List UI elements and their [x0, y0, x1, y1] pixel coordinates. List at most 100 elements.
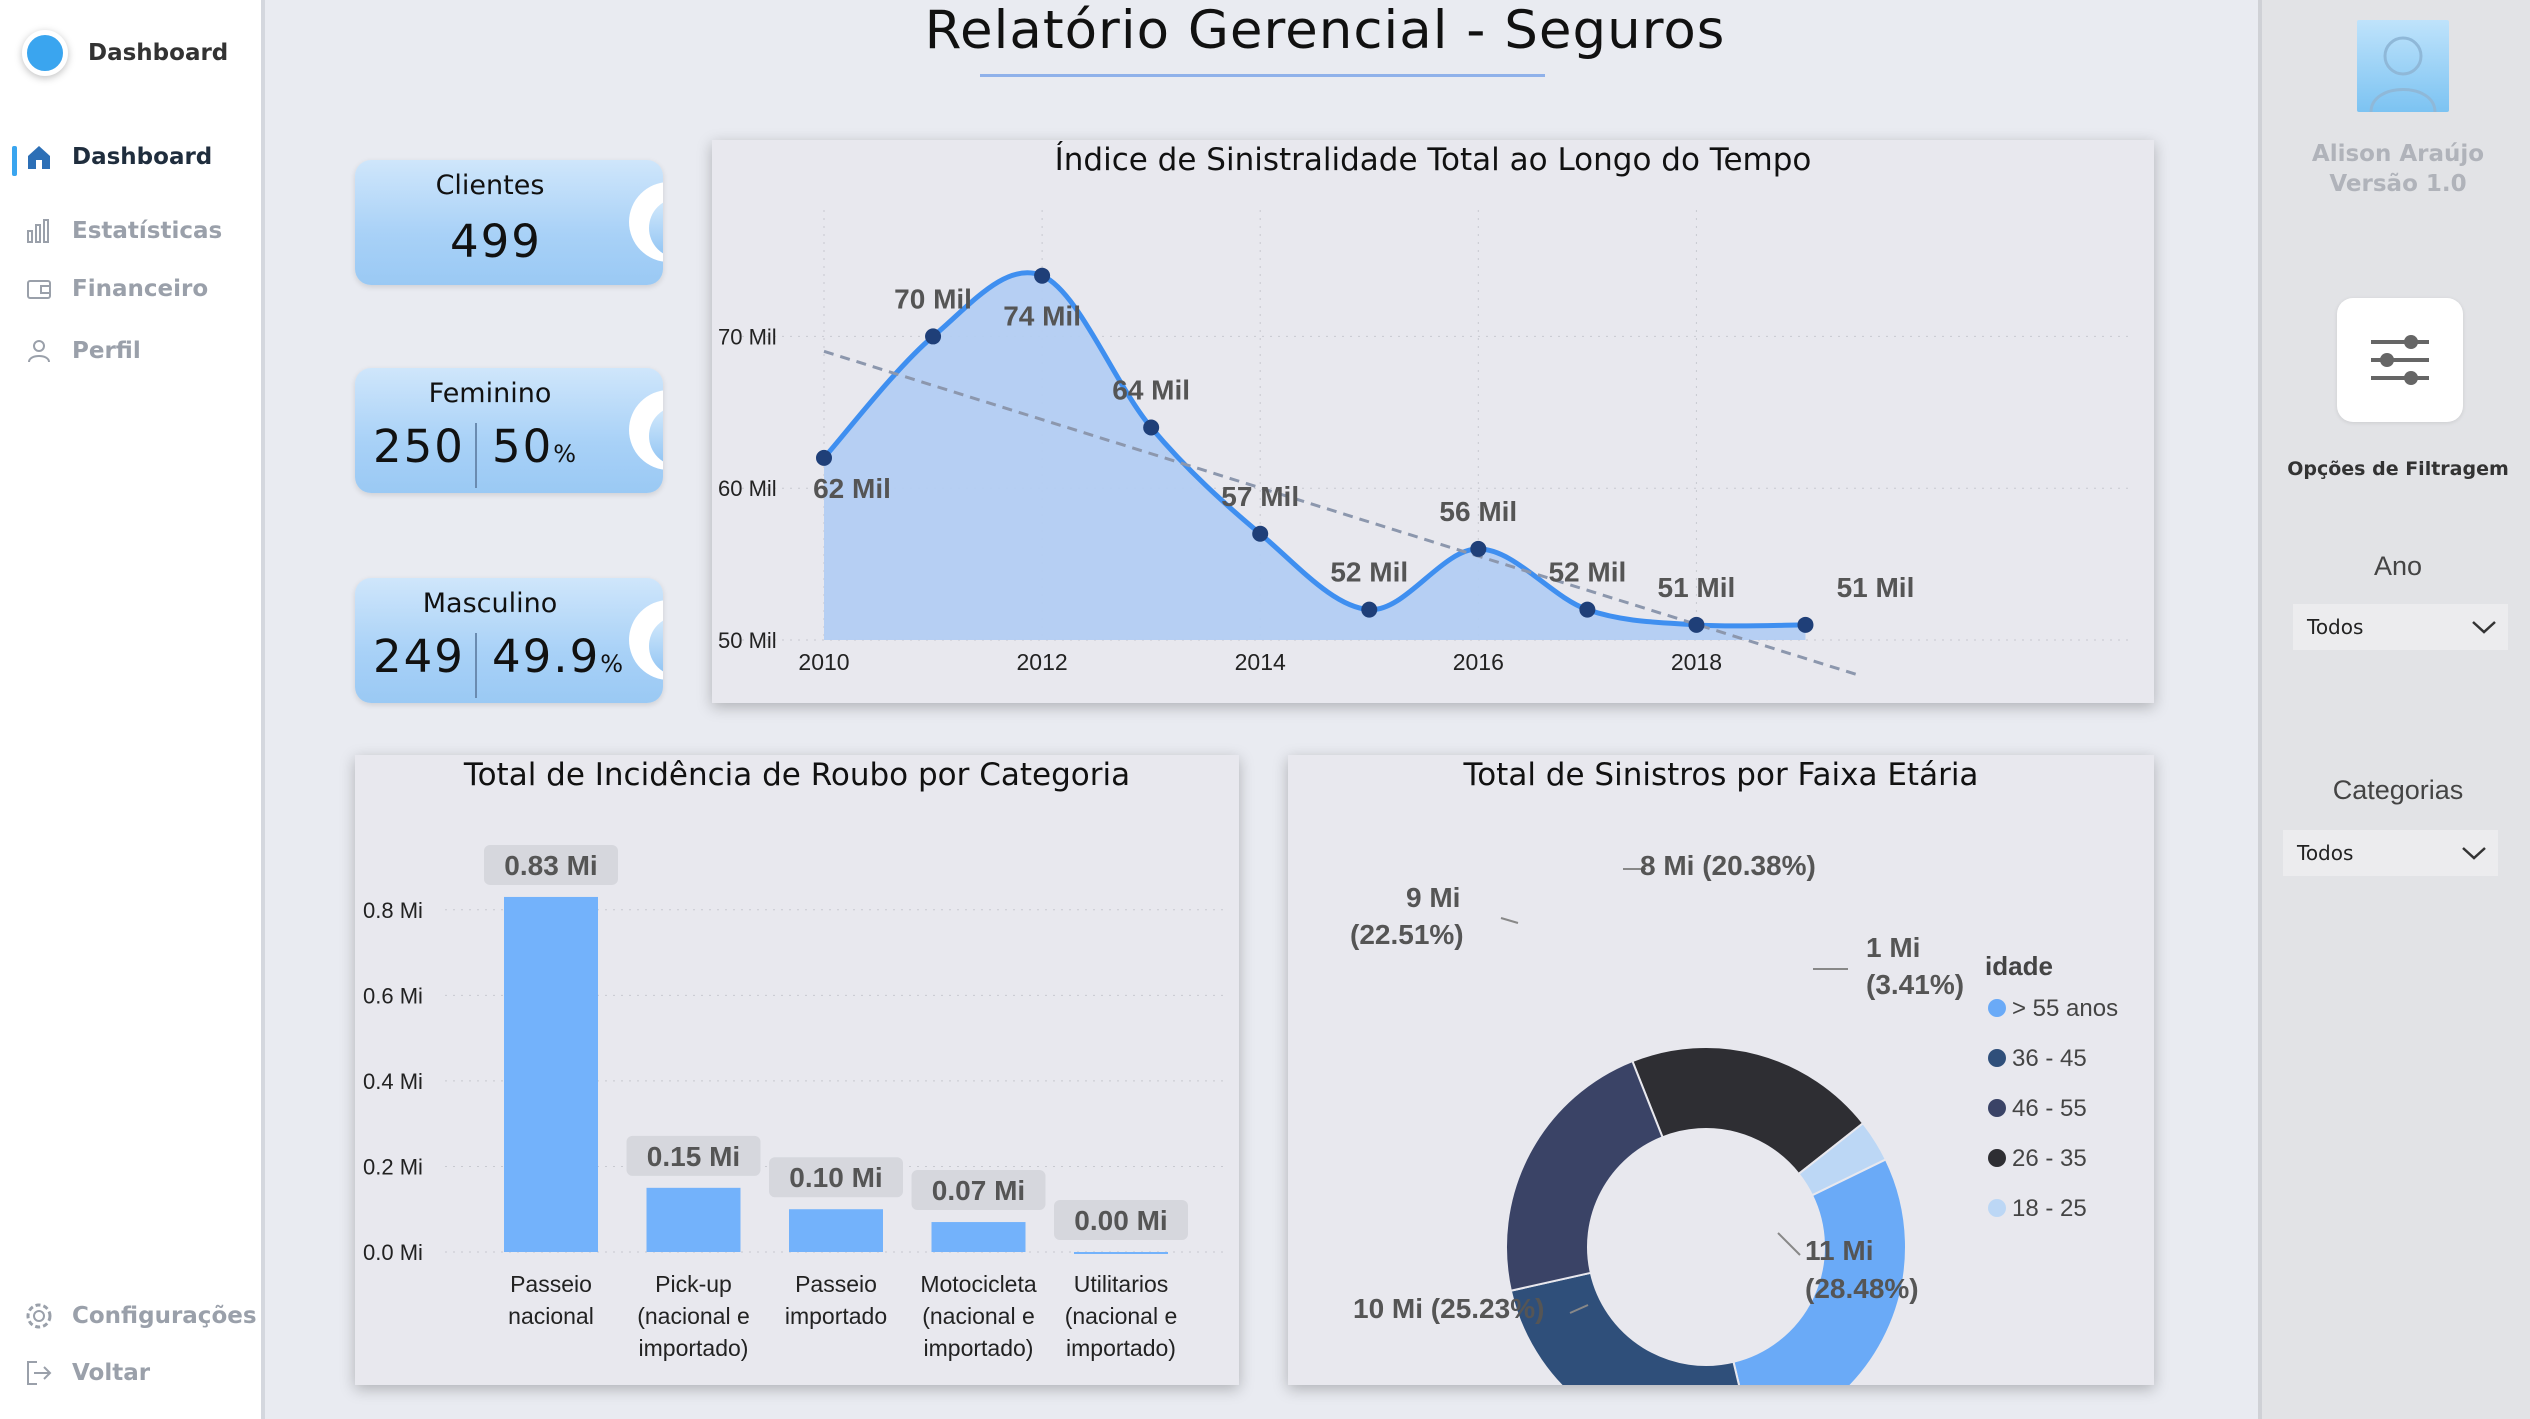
data-label: 0.00 Mi: [1074, 1205, 1167, 1236]
wallet-icon: [22, 272, 56, 306]
kpi-separator: [475, 633, 477, 698]
user-icon: [22, 334, 56, 368]
data-label: 0.15 Mi: [647, 1141, 740, 1172]
bar: [504, 896, 598, 1252]
sidebar-item-label: Estatísticas: [72, 218, 223, 244]
legend-label: 46 - 55: [2012, 1095, 2087, 1122]
data-label: 74 Mil: [1003, 301, 1081, 332]
sidebar: Dashboard Dashboard Estatísticas Finance…: [0, 0, 265, 1419]
donut-chart: 8 Mi (20.38%) 1 Mi (3.41%) 11 Mi (28.48%) 10 …: [1350, 850, 2118, 1385]
kpi-ring-inner: [649, 406, 663, 466]
sidebar-item-configuracoes[interactable]: Configurações: [22, 1299, 257, 1333]
legend-label: 26 - 35: [2012, 1145, 2087, 1172]
slice-label: (3.41%): [1866, 969, 1964, 1000]
kpi-masculino-card: Masculino 249 49.9%: [355, 578, 663, 703]
data-point: [816, 449, 832, 466]
category-label: Utilitarios: [1074, 1271, 1169, 1297]
logout-icon: [22, 1356, 56, 1390]
slicer-categorias-dropdown[interactable]: Todos: [2283, 830, 2498, 876]
data-label: 52 Mil: [1330, 557, 1408, 588]
bar-chart: 0.0 Mi 0.2 Mi 0.4 Mi 0.6 Mi 0.8 Mi 0.83 Mi Pas…: [363, 844, 1225, 1361]
category-label: (nacional e: [637, 1303, 750, 1329]
title-underline: [980, 74, 1545, 77]
data-label: 51 Mil: [1658, 572, 1736, 603]
legend-title: idade: [1985, 951, 2053, 981]
category-label: (nacional e: [922, 1303, 1035, 1329]
kpi-separator: [475, 423, 477, 488]
brand[interactable]: Dashboard: [22, 30, 228, 76]
leader-line: [1569, 1304, 1589, 1314]
data-point: [925, 328, 942, 345]
x-tick-label: 2012: [1017, 649, 1068, 675]
y-tick-label: 0.4 Mi: [363, 1069, 423, 1094]
data-label-bg: [1054, 1200, 1188, 1240]
sidebar-item-financeiro[interactable]: Financeiro: [22, 272, 208, 306]
kpi-clientes-card: Clientes 499: [355, 160, 663, 285]
data-label: 70 Mil: [894, 283, 972, 314]
bar: [646, 1187, 741, 1252]
data-label: 0.10 Mi: [789, 1162, 882, 1193]
donut-chart-title: Total de Sinistros por Faixa Etária: [1463, 757, 1979, 793]
right-panel: Alison Araújo Versão 1.0 Opções de Filtr…: [2258, 0, 2530, 1419]
user-avatar-icon: [2369, 36, 2437, 113]
filter-options-button[interactable]: [2337, 298, 2463, 422]
gear-icon: [22, 1299, 56, 1333]
sliders-icon: [2371, 335, 2429, 385]
data-point: [1688, 616, 1705, 633]
kpi-masculino-label: Masculino: [422, 588, 558, 619]
sidebar-item-dashboard[interactable]: Dashboard: [22, 140, 212, 174]
donut-slice: [1505, 1059, 1664, 1292]
legend-label: > 55 anos: [2012, 995, 2118, 1022]
y-tick-label: 0.8 Mi: [363, 898, 423, 923]
data-label: 62 Mil: [813, 473, 891, 504]
bar-chart-panel: Total de Incidência de Roubo por Categor…: [355, 755, 1239, 1385]
page-title: Relatório Gerencial - Seguros: [924, 0, 1726, 61]
data-label-bg: [769, 1157, 903, 1198]
sidebar-item-estatisticas[interactable]: Estatísticas: [22, 214, 222, 248]
data-point: [1579, 601, 1596, 618]
slice-label: 11 Mi: [1805, 1235, 1873, 1266]
legend-swatch: [1988, 1199, 2006, 1217]
kpi-ring-inner: [649, 616, 663, 676]
kpi-feminino-label: Feminino: [428, 378, 552, 409]
category-label: importado): [1066, 1335, 1176, 1361]
active-indicator: [12, 146, 17, 176]
data-point: [1252, 525, 1269, 542]
y-tick-label: 70 Mil: [718, 324, 777, 349]
legend-label: 36 - 45: [2012, 1045, 2087, 1072]
category-label: Passeio: [795, 1271, 877, 1297]
category-label: Passeio: [510, 1271, 592, 1297]
category-label: Pick-up: [655, 1271, 732, 1297]
slice-label: (28.48%): [1805, 1273, 1919, 1304]
sidebar-item-voltar[interactable]: Voltar: [22, 1356, 150, 1390]
donut-slice: [1509, 1271, 1741, 1385]
sidebar-item-perfil[interactable]: Perfil: [22, 334, 141, 368]
slice-label: 8 Mi (20.38%): [1640, 850, 1816, 881]
data-point: [1797, 616, 1814, 633]
bar-chart-icon: [22, 214, 56, 248]
y-tick-label: 60 Mil: [718, 476, 777, 501]
kpi-feminino-count: 250: [373, 420, 465, 473]
data-label: 52 Mil: [1548, 557, 1626, 588]
data-point: [1143, 419, 1160, 436]
bar: [789, 1209, 883, 1252]
data-label-bg: [626, 1135, 761, 1176]
slicer-ano-value: Todos: [2307, 615, 2364, 639]
x-tick-label: 2016: [1453, 649, 1504, 675]
category-label: importado: [785, 1303, 887, 1329]
line-chart: 50 Mil 60 Mil 70 Mil 2010 2012 2014 2016 2018 62…: [718, 210, 2132, 677]
slicer-categorias-value: Todos: [2297, 841, 2354, 865]
slicer-ano-dropdown[interactable]: Todos: [2293, 604, 2508, 650]
data-label: 0.07 Mi: [932, 1175, 1025, 1206]
y-tick-label: 50 Mil: [718, 628, 777, 653]
category-label: Motocicleta: [920, 1271, 1037, 1297]
kpi-ring-inner: [649, 198, 663, 258]
kpi-masculino-pct: 49.9%: [492, 630, 626, 683]
filter-options-label: Opções de Filtragem: [2287, 458, 2509, 480]
user-name: Alison Araújo: [2311, 141, 2485, 167]
avatar[interactable]: [2357, 20, 2449, 113]
x-tick-label: 2010: [798, 649, 849, 675]
brand-logo-icon: [22, 30, 68, 76]
kpi-masculino-count: 249: [373, 630, 465, 683]
slice-label: 9 Mi: [1406, 882, 1460, 913]
